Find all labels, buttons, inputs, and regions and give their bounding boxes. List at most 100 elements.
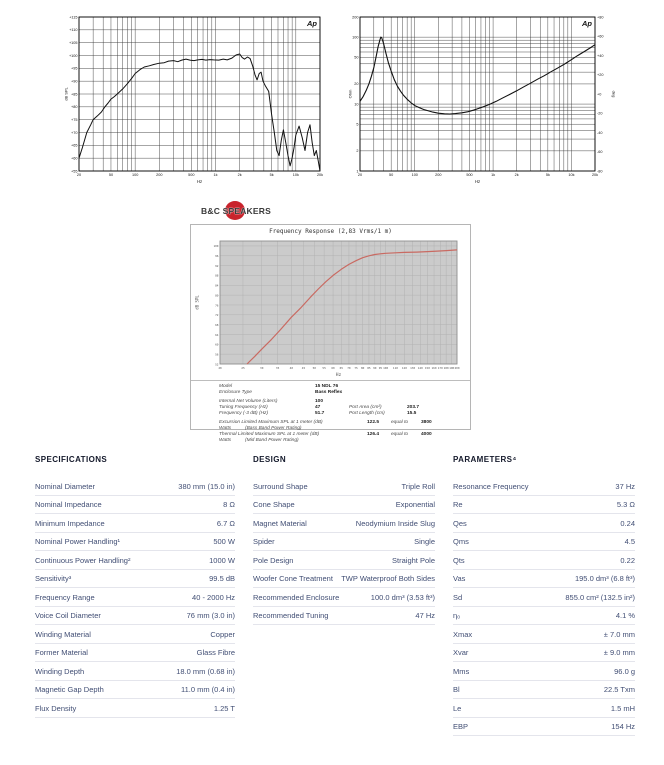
spec-row: Sensitivity³ 99.5 dB	[35, 570, 235, 588]
svg-text:20: 20	[358, 173, 362, 177]
spec-row-value: 154 Hz	[611, 722, 635, 731]
svg-text:dB SPL: dB SPL	[64, 86, 69, 100]
spec-row: Surround Shape Triple Roll	[253, 477, 435, 496]
sim-footer-row-enclosure-type: Enclosure Type Bass Reflex	[219, 390, 466, 396]
sim-footer-value: 100	[315, 399, 324, 404]
svg-text:75: 75	[354, 366, 358, 370]
spec-row: Frequency Range 40 - 2000 Hz	[35, 588, 235, 607]
svg-text:Ap: Ap	[581, 19, 592, 28]
spec-row-value: Single	[414, 537, 435, 546]
svg-text:140: 140	[418, 366, 423, 370]
spec-row-value: Copper	[210, 629, 235, 639]
sim-footer-label: Tuning Frequency (Hz)	[219, 405, 268, 410]
svg-text:+0: +0	[597, 92, 601, 96]
spec-row-value: 500 W	[213, 537, 235, 546]
spec-row: Re 5.3 Ω	[453, 496, 635, 514]
svg-text:+115: +115	[69, 15, 77, 19]
spec-row-value: TWP Waterproof Both Sides	[341, 574, 435, 583]
sim-footer-label: Thermal Limited Maximum SPL at 1 meter (…	[219, 432, 320, 437]
specifications-table: SPECIFICATIONS Nominal Diameter 380 mm (1…	[35, 455, 235, 736]
svg-text:1k: 1k	[491, 173, 495, 177]
svg-text:200: 200	[435, 173, 441, 177]
spl-frequency-response-chart: 20 50 100 200 500 1k 2k 5k 10k 20k +115 +110 +105 +10…	[64, 15, 324, 184]
spec-row-label: Pole Design	[253, 555, 294, 565]
svg-text:90: 90	[373, 366, 377, 370]
spec-row: Voice Coil Diameter 76 mm (3.0 in)	[35, 607, 235, 625]
sim-footer-label: Port Length (cm)	[349, 411, 385, 416]
spec-row-value: 380 mm (15.0 in)	[178, 481, 235, 491]
spec-row-label: Nominal Diameter	[35, 481, 96, 491]
spec-row-value: ± 9.0 mm	[603, 648, 635, 657]
svg-text:+110: +110	[69, 28, 77, 32]
svg-text:+20: +20	[597, 73, 603, 77]
spec-row: Sd 855.0 cm² (132.5 in²)	[453, 588, 635, 607]
svg-text:200: 200	[156, 173, 162, 177]
spec-row: EBP 154 Hz	[453, 718, 635, 736]
svg-text:100: 100	[213, 244, 218, 248]
svg-text:+75: +75	[71, 118, 77, 122]
svg-text:+60: +60	[597, 35, 603, 39]
svg-text:+105: +105	[69, 41, 78, 45]
spec-row-value: 0.22	[620, 555, 635, 565]
specifications-heading: SPECIFICATIONS	[35, 455, 108, 464]
svg-text:120: 120	[402, 366, 407, 370]
svg-text:+95: +95	[71, 67, 77, 71]
spec-row-value: 47 Hz	[415, 611, 435, 620]
spec-row-label: Former Material	[35, 648, 88, 657]
svg-text:2: 2	[356, 149, 358, 153]
spec-row-value: 1000 W	[209, 555, 235, 565]
svg-text:85: 85	[367, 366, 371, 370]
spec-row-label: Qms	[453, 537, 469, 546]
svg-text:-60: -60	[597, 150, 603, 154]
spec-row-value: 4.5	[624, 537, 635, 546]
sim-footer-row-thermal-limit: Thermal Limited Maximum SPL at 1 meter (…	[219, 432, 466, 444]
svg-text:20: 20	[77, 173, 81, 177]
svg-text:45: 45	[302, 366, 306, 370]
svg-text:+70: +70	[71, 131, 77, 135]
sim-footer-value: 51.7	[315, 411, 325, 416]
svg-text:50: 50	[389, 173, 393, 177]
svg-text:20: 20	[218, 366, 222, 370]
svg-text:10k: 10k	[568, 173, 574, 177]
spec-row-label: Le	[453, 703, 462, 713]
svg-text:76: 76	[215, 303, 219, 307]
spec-row-label: Magnet Material	[253, 518, 307, 528]
spec-row-label: η₀	[453, 611, 461, 620]
design-table: DESIGN Surround Shape Triple Roll Cone Sha…	[253, 455, 435, 736]
sim-footer-label: equal to	[391, 432, 409, 437]
sim-footer-value: 15 NDL 76	[315, 384, 339, 389]
svg-text:55: 55	[322, 366, 326, 370]
svg-text:-20: -20	[597, 112, 603, 116]
sim-footer-label: Enclosure Type	[219, 390, 252, 395]
spec-row-label: Voice Coil Diameter	[35, 611, 101, 620]
svg-text:50: 50	[313, 366, 317, 370]
svg-text:dB SPL: dB SPL	[195, 295, 200, 310]
svg-text:20k: 20k	[317, 173, 323, 177]
sim-footer-label: Watts	[219, 438, 232, 443]
spec-row: Recommended Tuning 47 Hz	[253, 607, 435, 625]
svg-text:Ap: Ap	[306, 19, 317, 28]
spec-row-label: Minimum Impedance	[35, 518, 105, 528]
spec-row-label: Magnetic Gap Depth	[35, 685, 104, 694]
spec-row-label: Re	[453, 500, 463, 509]
spec-row-label: Resonance Frequency	[453, 481, 529, 491]
svg-text:80: 80	[361, 366, 365, 370]
svg-text:deg: deg	[612, 91, 616, 98]
spec-row: Qts 0.22	[453, 551, 635, 570]
svg-text:60: 60	[215, 343, 219, 347]
sim-footer-value: 122.5	[367, 420, 380, 425]
specifications-rows: Nominal Diameter 380 mm (15.0 in) Nominal …	[35, 477, 235, 718]
sim-footer: Model 15 NDL 76 Enclosure Type Bass Reflex…	[219, 384, 466, 447]
spec-row: Xmax ± 7.0 mm	[453, 625, 635, 644]
sim-footer-label: equal to	[391, 420, 409, 425]
spec-row: Nominal Impedance 8 Ω	[35, 496, 235, 514]
svg-text:35: 35	[276, 366, 280, 370]
spec-row: Magnet Material Neodymium Inside Slug	[253, 514, 435, 533]
svg-text:100: 100	[132, 173, 138, 177]
sim-footer-label: Internal Net Volume (Liters)	[219, 399, 278, 404]
spec-row-value: 18.0 mm (0.68 in)	[176, 666, 235, 676]
svg-text:+100: +100	[69, 54, 78, 58]
svg-text:Hz: Hz	[336, 372, 342, 378]
svg-text:1k: 1k	[213, 173, 217, 177]
design-rows: Surround Shape Triple Roll Cone Shape Expon…	[253, 477, 435, 625]
